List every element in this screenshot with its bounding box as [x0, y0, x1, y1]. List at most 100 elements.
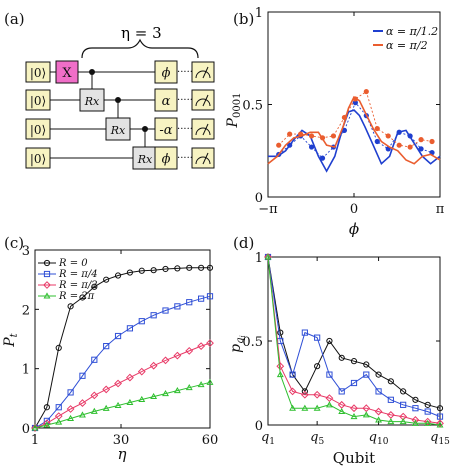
data-point-diamond: [197, 342, 206, 351]
data-point-circle: [338, 354, 345, 361]
series-line-d: [267, 256, 441, 424]
data-point-circle: [150, 267, 157, 274]
phase-gate-label: ϕ: [162, 66, 171, 81]
x-axis-label: ϕ: [349, 220, 359, 238]
x-tick-label: q15: [430, 430, 450, 447]
data-point-diamond: [102, 385, 111, 394]
series-line-c: [34, 295, 211, 429]
data-point-square: [424, 408, 431, 415]
data-point-square: [206, 293, 214, 300]
input-state-box: [25, 118, 51, 140]
meter-arc-icon: [195, 70, 211, 79]
plot-frame: [267, 256, 441, 426]
x-tick-subscript: 10: [377, 437, 389, 447]
data-point-triangle: [399, 418, 407, 425]
x-tick-label: 1: [31, 433, 39, 448]
data-point-square: [79, 372, 86, 379]
data-point-circle: [126, 269, 134, 276]
data-point-circle: [326, 337, 333, 345]
x-tick-label: 60: [202, 433, 219, 448]
data-point-dot: [374, 125, 380, 132]
data-point-dot: [385, 133, 391, 139]
data-point-triangle: [150, 392, 158, 400]
data-point-square: [436, 413, 444, 420]
data-point-square: [363, 371, 370, 378]
control-dot: [115, 97, 121, 103]
measurement-box: [191, 89, 215, 111]
series-data-line-b: [278, 90, 433, 148]
eta-brace: [81, 38, 199, 59]
data-point-triangle: [102, 404, 110, 411]
data-point-dot: [308, 133, 315, 139]
x-tick-subscript: 5: [318, 437, 324, 447]
x-gate-label: X: [62, 66, 72, 81]
data-point-dot: [341, 127, 348, 133]
x-gate: [55, 60, 79, 84]
rx-gate: [79, 88, 105, 112]
x-tick-label: q5: [310, 430, 324, 447]
data-point-circle: [186, 264, 193, 271]
data-point-dot: [287, 142, 293, 148]
y-tick-label: 1: [22, 363, 30, 378]
data-point-dot: [341, 114, 348, 121]
series-line-d: [267, 256, 441, 409]
meter-needle-icon: [202, 152, 209, 165]
data-point-square: [412, 405, 419, 412]
x-tick-subscript: 15: [438, 437, 450, 447]
data-point-triangle: [387, 418, 395, 425]
x-axis-label: η: [118, 445, 127, 463]
data-point-dot: [418, 146, 424, 152]
data-point-dot: [407, 133, 413, 139]
y-tick-label: 0: [255, 191, 263, 206]
data-point-triangle: [289, 404, 297, 411]
data-point-circle: [314, 363, 321, 370]
phase-gate: [154, 60, 178, 84]
data-point-dot: [308, 144, 315, 150]
data-point-triangle: [338, 407, 346, 415]
data-point-square: [67, 389, 74, 396]
circuit-diagram: η = 3 |0⟩ ····· |0⟩ ····· |0⟩ ····· |0⟩ ····· X R…: [25, 24, 215, 170]
data-point-square: [186, 299, 193, 306]
data-point-circle: [436, 405, 444, 412]
data-point-diamond: [114, 379, 122, 388]
x-tick-label: q1: [261, 430, 275, 447]
data-point-diamond: [149, 361, 158, 370]
data-point-diamond: [161, 356, 170, 365]
phase-gate: [154, 117, 178, 141]
y-axis-subscript: t: [9, 332, 20, 337]
ellipsis-dots: ·····: [177, 124, 193, 135]
data-point-dot: [374, 138, 380, 145]
data-point-triangle: [31, 424, 39, 431]
data-point-diamond: [300, 390, 309, 399]
data-point-triangle: [411, 419, 419, 426]
phase-gate: [154, 146, 178, 170]
data-point-triangle: [126, 398, 134, 405]
y-tick-label: 0.5: [242, 99, 263, 114]
legend-entry: α = π/2: [386, 39, 428, 52]
rx-gate-label: Rx: [84, 95, 100, 108]
data-point-circle: [43, 259, 51, 267]
x-tick-label: 30: [113, 433, 130, 448]
data-point-triangle: [162, 389, 169, 397]
x-tick-subscript: 1: [269, 437, 275, 447]
data-point-circle: [375, 371, 382, 378]
x-tick-label: −π: [258, 202, 278, 217]
data-point-triangle: [436, 421, 444, 428]
series-line-d: [267, 256, 441, 426]
data-point-circle: [424, 401, 431, 408]
data-point-circle: [412, 396, 419, 403]
data-point-dot: [407, 144, 413, 150]
data-point-circle: [301, 388, 308, 395]
y-tick-label: 1: [255, 251, 263, 266]
y-tick-label: 0: [255, 419, 263, 434]
legend-entry: R = π/4: [58, 269, 98, 280]
data-point-square: [387, 396, 394, 403]
data-point-triangle: [67, 414, 75, 422]
data-point-dot: [363, 88, 369, 95]
phase-gate-label: α: [162, 94, 171, 109]
data-point-square: [338, 388, 345, 395]
data-point-diamond: [43, 281, 51, 289]
input-state-box: [25, 147, 51, 169]
